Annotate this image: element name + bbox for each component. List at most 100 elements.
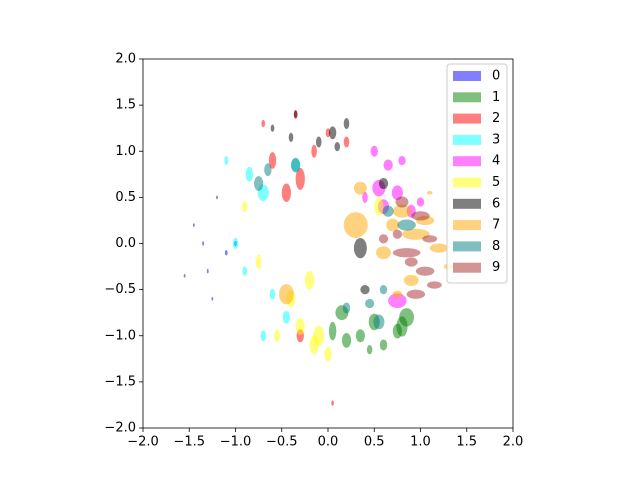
x-tick-label: −2.0 (127, 435, 159, 450)
ellipse-marker (242, 266, 248, 276)
y-tick-label: 2.0 (115, 52, 136, 67)
ellipse-marker (411, 211, 430, 221)
ellipse-marker (388, 293, 407, 309)
ellipse-marker (269, 288, 276, 300)
ellipse-marker (202, 241, 205, 246)
y-tick-label: −1.5 (104, 374, 136, 389)
ellipse-marker (331, 400, 335, 406)
x-tick-label: 0.0 (318, 435, 339, 450)
ellipse-marker (293, 110, 298, 119)
ellipse-marker (403, 274, 419, 286)
ellipse-marker (254, 176, 264, 191)
ellipse-marker (324, 346, 332, 362)
legend-label: 3 (492, 132, 500, 147)
ellipse-marker (355, 329, 365, 343)
ellipse-marker (373, 314, 385, 330)
y-tick-label: 1.5 (115, 98, 136, 113)
ellipse-marker (281, 183, 291, 202)
ellipse-marker (282, 310, 291, 324)
ellipse-marker (415, 266, 435, 276)
legend-swatch (453, 71, 481, 81)
ellipse-marker (241, 201, 248, 213)
ellipse-marker (304, 271, 315, 290)
y-tick-label: 1.0 (115, 144, 136, 159)
ellipse-marker (192, 223, 195, 227)
ellipse-marker (341, 332, 352, 348)
ellipse-marker (429, 243, 449, 253)
legend-swatch (453, 241, 481, 252)
ellipse-marker (406, 289, 426, 299)
ellipse-marker (378, 234, 389, 244)
ellipse-marker (378, 178, 389, 190)
ellipse-marker (291, 157, 301, 173)
ellipse-marker (404, 257, 418, 267)
y-tick-label: −2.0 (104, 421, 136, 436)
ellipse-marker (309, 335, 319, 355)
ellipse-marker (255, 254, 262, 270)
ellipse-marker (295, 167, 305, 190)
ellipse-marker (183, 273, 186, 278)
legend-label: 8 (492, 239, 500, 254)
ellipse-marker (399, 308, 415, 327)
ellipse-marker (328, 126, 337, 140)
ellipse-marker (224, 249, 228, 256)
ellipse-marker (362, 191, 368, 203)
ellipse-marker (211, 297, 214, 301)
axes-frame (142, 58, 514, 429)
legend-label: 0 (492, 69, 500, 84)
ellipse-marker (402, 228, 430, 240)
y-tick-label: −0.5 (104, 282, 136, 297)
ellipse-marker (328, 321, 337, 341)
legend-swatch (453, 220, 481, 231)
legend-swatch (453, 177, 481, 188)
legend-label: 5 (492, 175, 500, 190)
ellipse-marker (353, 181, 367, 195)
ellipse-marker (392, 204, 412, 218)
y-tick-label: 0.5 (115, 190, 136, 205)
ellipse-marker (274, 329, 280, 343)
x-tick-label: −1.0 (220, 435, 252, 450)
legend-swatch (453, 92, 481, 103)
ellipse-marker (270, 124, 275, 132)
ellipse-marker (343, 136, 350, 148)
ellipse-marker (382, 205, 394, 217)
x-tick-label: 1.0 (410, 435, 431, 450)
legend-label: 7 (492, 218, 500, 233)
legend-swatch (453, 134, 481, 145)
ellipse-marker (426, 281, 442, 289)
ellipse-marker (392, 290, 402, 298)
ellipse-marker (416, 197, 425, 207)
ellipse-marker (260, 330, 267, 342)
ellipse-marker (397, 219, 416, 231)
legend-label: 6 (492, 196, 500, 211)
ellipse-marker (383, 159, 393, 171)
ellipse-marker (343, 118, 350, 130)
x-tick-label: 1.5 (456, 435, 477, 450)
ellipse-marker (392, 323, 402, 339)
ellipse-marker (278, 284, 294, 305)
ellipse-marker (232, 237, 239, 250)
legend-label: 2 (492, 111, 500, 126)
ellipse-marker (374, 197, 384, 216)
ellipse-marker (379, 339, 388, 351)
x-tick-label: −0.5 (266, 435, 298, 450)
x-tick-label: 0.5 (364, 435, 385, 450)
legend-label: 1 (492, 90, 500, 105)
ellipse-marker (386, 218, 400, 232)
ellipse-marker (206, 268, 209, 274)
ellipse-marker (360, 285, 370, 295)
ellipse-marker (268, 152, 277, 169)
legend-label: 4 (492, 154, 500, 169)
ellipse-marker (422, 235, 438, 243)
legend-label: 9 (492, 260, 500, 275)
ellipse-marker (315, 136, 322, 148)
ellipse-marker (245, 166, 254, 182)
ellipse-marker (353, 237, 367, 259)
legend-swatch (453, 198, 481, 209)
legend-swatch (453, 113, 481, 124)
ellipse-marker (342, 302, 351, 314)
x-tick-label: −1.5 (173, 435, 205, 450)
ellipse-marker (288, 132, 294, 143)
legend-swatch (453, 156, 481, 167)
